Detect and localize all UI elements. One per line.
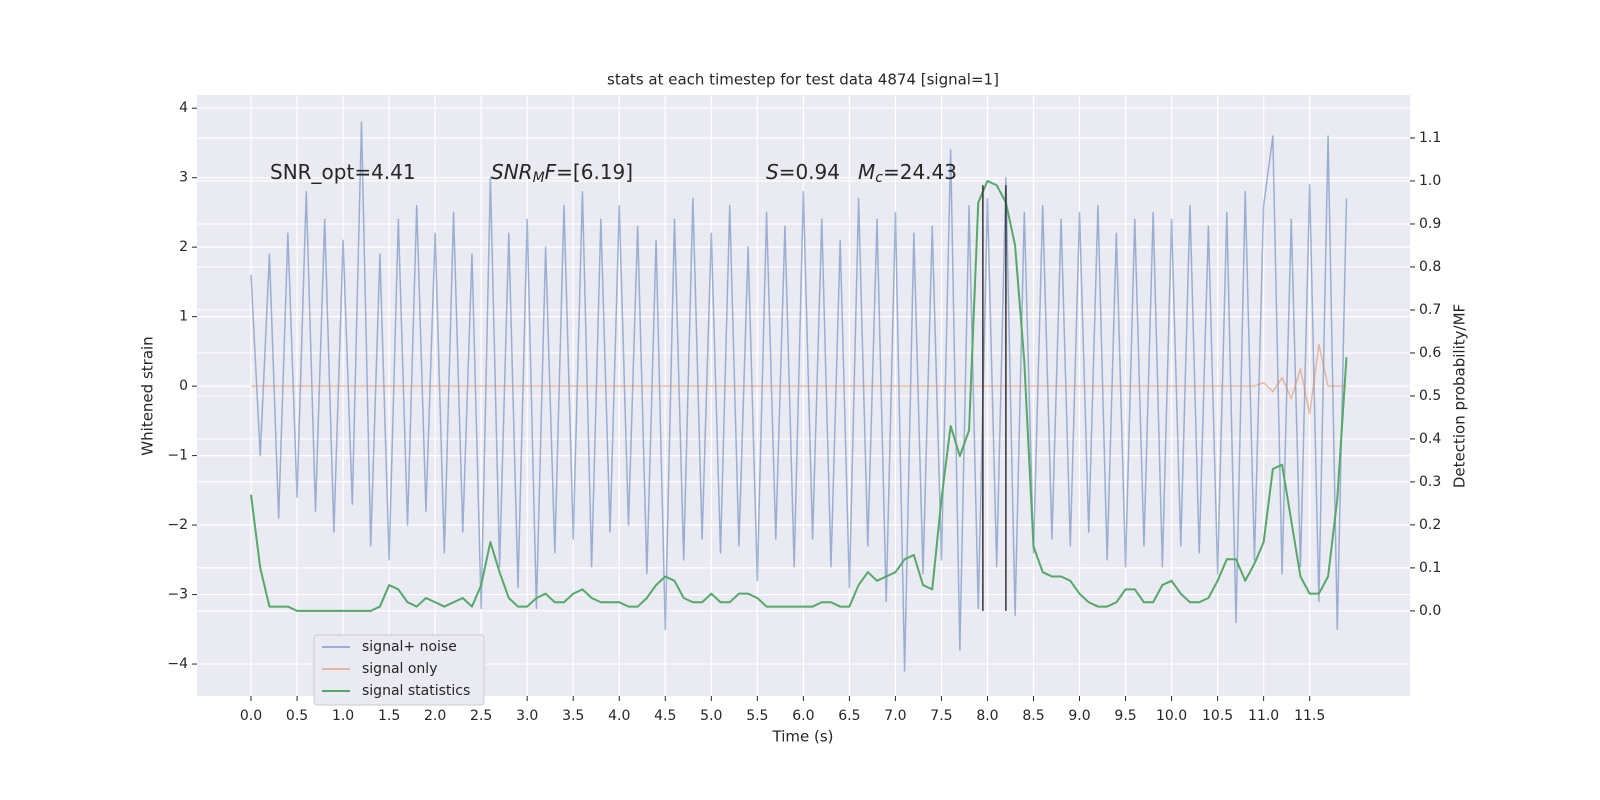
y-tick-label: −1 — [167, 448, 188, 464]
y2-tick-label: 0.4 — [1419, 431, 1441, 447]
legend-box — [313, 634, 485, 706]
y2-tick-label: 0.2 — [1419, 517, 1441, 533]
series-line — [250, 179, 1348, 612]
y2-tick-label: 1.1 — [1419, 130, 1441, 146]
x-tick-label: 0.5 — [286, 708, 308, 724]
x-tick-label: 1.5 — [378, 708, 400, 724]
y2-tick-label: 0.6 — [1419, 345, 1441, 361]
x-tick-label: 11.0 — [1248, 708, 1279, 724]
x-tick-label: 1.0 — [332, 708, 354, 724]
chart-title: stats at each timestep for test data 487… — [607, 71, 999, 89]
x-tick-label: 4.0 — [608, 708, 630, 724]
x-tick-label: 4.5 — [654, 708, 676, 724]
y2-tick-label: 0.1 — [1419, 560, 1441, 576]
x-tick-label: 5.0 — [700, 708, 722, 724]
annotation-part: =0.94 — [779, 160, 840, 184]
y-tick-label: −4 — [167, 656, 188, 672]
annotation-part: SNR_opt=4.41 — [270, 160, 416, 184]
y-tick-label: −2 — [167, 517, 188, 533]
y2-tick-label: 0.3 — [1419, 474, 1441, 490]
legend-label: signal only — [362, 661, 437, 677]
y-tick-label: 2 — [179, 239, 188, 255]
x-tick-label: 2.5 — [470, 708, 492, 724]
x-tick-label: 6.5 — [838, 708, 860, 724]
legend-label: signal+ noise — [362, 639, 457, 655]
x-tick-label: 10.5 — [1202, 708, 1233, 724]
y-tick-label: 3 — [179, 170, 188, 186]
y-tick-label: 1 — [179, 309, 188, 325]
x-tick-label: 2.0 — [424, 708, 446, 724]
x-tick-label: 8.0 — [976, 708, 998, 724]
annotation-part: SNR — [491, 160, 533, 184]
y2-tick-label: 0.0 — [1419, 603, 1441, 619]
y2-tick-label: 0.7 — [1419, 302, 1441, 318]
y-tick-label: −3 — [167, 587, 188, 603]
y2-tick-label: 0.5 — [1419, 388, 1441, 404]
x-tick-label: 11.5 — [1294, 708, 1325, 724]
y-tick-label: 0 — [179, 378, 188, 394]
annotation-part: F — [545, 160, 557, 184]
x-tick-label: 5.5 — [746, 708, 768, 724]
x-tick-label: 7.5 — [930, 708, 952, 724]
x-axis-label: Time (s) — [772, 728, 834, 746]
y2-tick-label: 1.0 — [1419, 173, 1441, 189]
x-tick-label: 3.5 — [562, 708, 584, 724]
annotation-part: M — [533, 170, 545, 186]
annotation-part: M — [858, 160, 875, 184]
annotation-part: =24.43 — [883, 160, 957, 184]
y2-axis-label: Detection probability/MF — [1451, 304, 1469, 488]
x-tick-label: 10.0 — [1156, 708, 1187, 724]
annotation-part: c — [875, 170, 883, 186]
annotation-part: =[6.19] — [556, 160, 633, 184]
annotation: S=0.94 — [766, 160, 840, 184]
legend-label: signal statistics — [362, 683, 470, 699]
x-tick-label: 8.5 — [1022, 708, 1044, 724]
x-tick-label: 9.0 — [1068, 708, 1090, 724]
x-tick-label: 7.0 — [884, 708, 906, 724]
y-tick-label: 4 — [179, 100, 188, 116]
annotation: SNRMF=[6.19] — [491, 160, 633, 187]
x-tick-label: 9.5 — [1114, 708, 1136, 724]
y2-tick-label: 0.9 — [1419, 216, 1441, 232]
x-tick-label: 6.0 — [792, 708, 814, 724]
annotation: Mc=24.43 — [858, 160, 957, 187]
annotation-part: S — [766, 160, 779, 184]
y2-tick-label: 0.8 — [1419, 259, 1441, 275]
series-line — [251, 343, 1347, 415]
x-tick-label: 0.0 — [240, 708, 262, 724]
x-tick-label: 3.0 — [516, 708, 538, 724]
annotation: SNR_opt=4.41 — [270, 160, 416, 184]
y-axis-label: Whitened strain — [139, 336, 157, 455]
legend: signal+ noise signal only signal statistic… — [313, 634, 485, 706]
series-line — [250, 121, 1348, 672]
